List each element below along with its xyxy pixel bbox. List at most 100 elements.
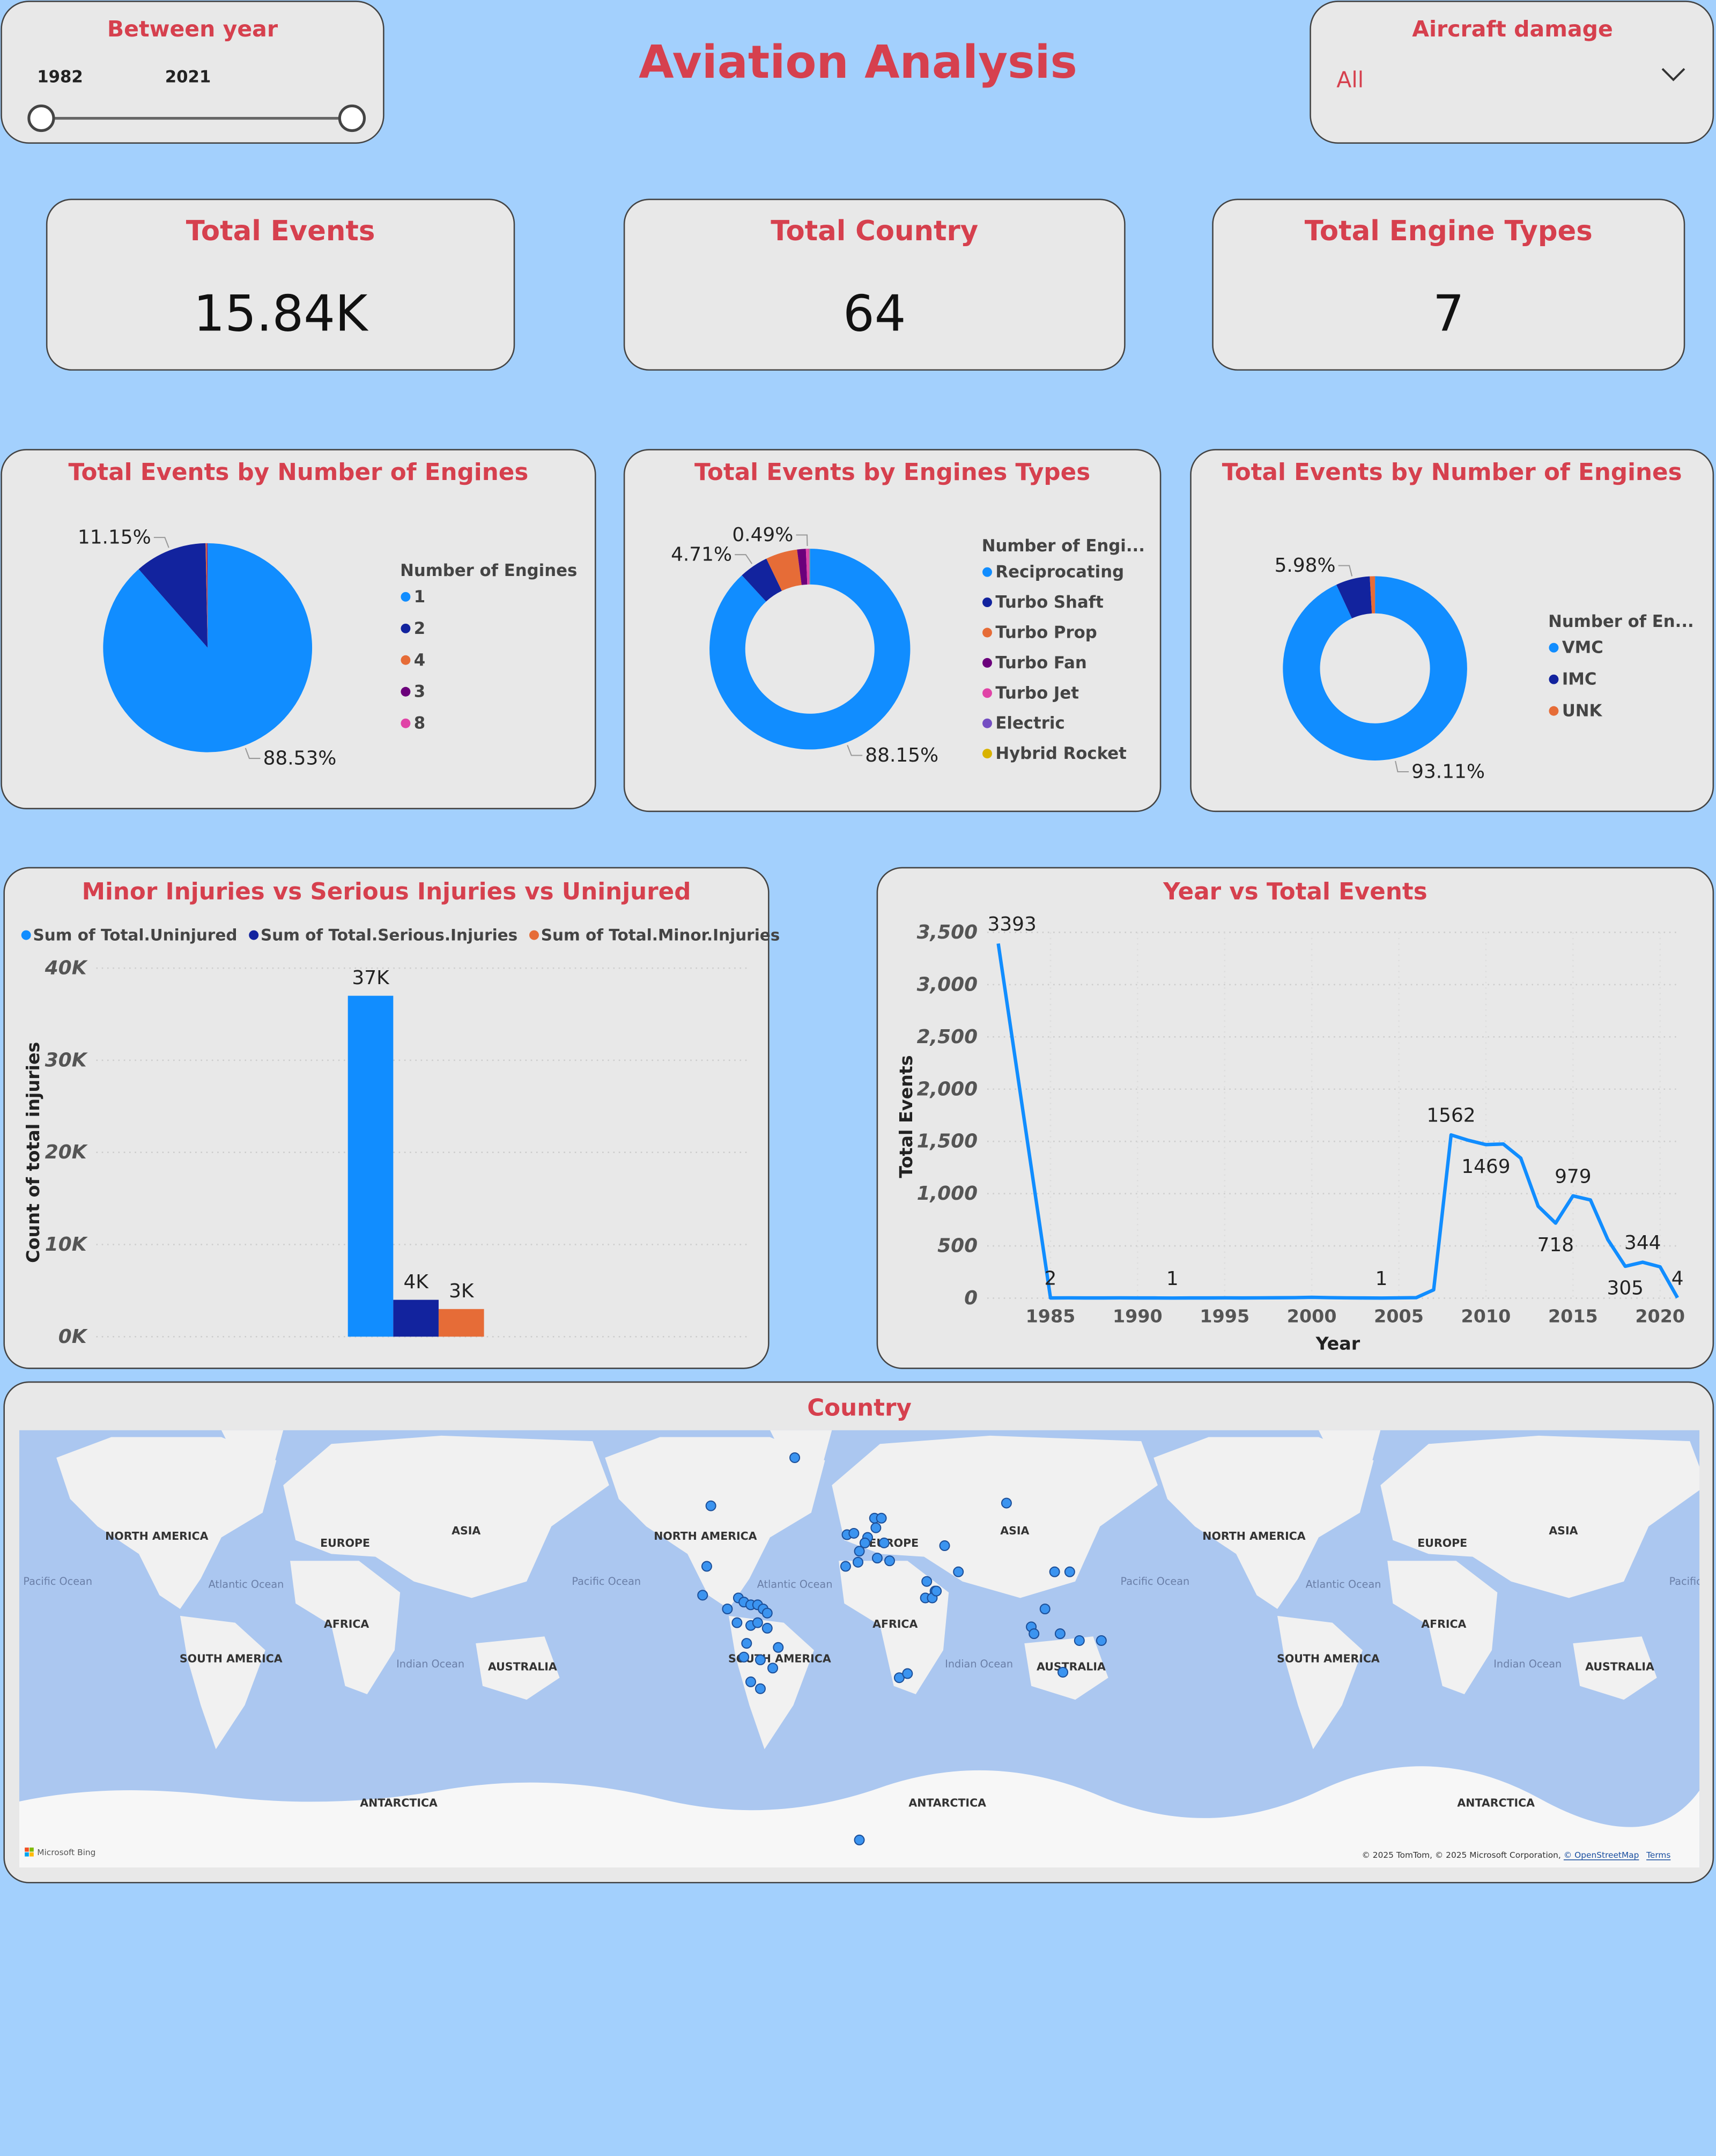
map-point[interactable] (741, 1638, 752, 1649)
y-tick-label: 0 (964, 1287, 978, 1309)
land (1380, 1435, 1700, 1598)
legend-marker (982, 688, 992, 698)
map-point[interactable] (953, 1566, 964, 1577)
map-label: Indian Ocean (396, 1658, 464, 1670)
map-point[interactable] (761, 1607, 773, 1619)
map-point[interactable] (884, 1555, 895, 1567)
leader-line (245, 748, 261, 759)
map-point[interactable] (893, 1672, 905, 1684)
kpi-label: Total Engine Types (1305, 215, 1593, 247)
map-point[interactable] (853, 1556, 863, 1568)
map-point[interactable] (738, 1651, 750, 1663)
map-point[interactable] (1039, 1603, 1051, 1614)
data-label: 344 (1624, 1232, 1661, 1254)
map-terms: Terms (1646, 1850, 1670, 1860)
map-label: NORTH AMERICA (654, 1530, 757, 1542)
map-point[interactable] (701, 1561, 712, 1572)
map-point[interactable] (870, 1522, 882, 1533)
map-point[interactable] (902, 1668, 913, 1679)
bing-logo (25, 1852, 29, 1857)
map-label: AUSTRALIA (488, 1660, 557, 1673)
x-tick-label: 2020 (1635, 1305, 1685, 1326)
map-label: AUSTRALIA (1585, 1660, 1654, 1673)
y-axis-title: Total Events (896, 1055, 916, 1178)
land (283, 1435, 609, 1598)
map-point[interactable] (921, 1576, 933, 1587)
map-point[interactable] (731, 1617, 743, 1628)
land (180, 1615, 265, 1749)
map-label: Pacific Ocean (572, 1575, 641, 1588)
map-point[interactable] (878, 1537, 890, 1548)
chart-title-box: Minor Injuries vs Serious Injuries vs Un… (82, 878, 691, 906)
map-label: ANTARCTICA (1457, 1797, 1535, 1810)
map-point[interactable] (1001, 1497, 1012, 1509)
land (770, 1430, 832, 1474)
legend-label: Electric (995, 714, 1064, 733)
slider-handle[interactable] (338, 104, 366, 132)
map-point[interactable] (939, 1540, 950, 1552)
map-point[interactable] (697, 1590, 708, 1601)
map-point[interactable] (752, 1617, 763, 1628)
legend-marker (982, 597, 992, 608)
map-point[interactable] (1074, 1635, 1085, 1646)
map-label: Indian Ocean (1493, 1658, 1562, 1670)
map-point[interactable] (722, 1603, 733, 1614)
map-point[interactable] (705, 1500, 716, 1511)
legend-label: 1 (414, 587, 425, 607)
y-tick-label: 2,500 (917, 1026, 978, 1048)
map-label: EUROPE (1417, 1537, 1467, 1549)
bing-logo (29, 1852, 34, 1857)
pie-slice (205, 543, 208, 648)
map-point[interactable] (767, 1663, 779, 1674)
x-tick-label: 1990 (1113, 1305, 1163, 1326)
map-point[interactable] (871, 1553, 883, 1564)
land (1318, 1430, 1381, 1474)
map: NORTH AMERICA NORTH AMERICA NORTH AMERICA E… (19, 1430, 1700, 1868)
chart-title: Total Events by Number of Engines (68, 459, 529, 487)
map-point[interactable] (755, 1654, 766, 1665)
map-point[interactable] (789, 1452, 801, 1463)
kpi-value: 64 (843, 285, 906, 343)
chart-title: Total Events by Engines Types (694, 459, 1091, 487)
map-point[interactable] (773, 1642, 784, 1653)
slider-handle[interactable] (27, 104, 55, 132)
map-point[interactable] (745, 1676, 757, 1687)
map-point[interactable] (840, 1561, 851, 1572)
chart-title-box: Total Events by Number of Engines (1222, 459, 1682, 487)
legend-label: Turbo Prop (995, 623, 1097, 642)
map-point[interactable] (931, 1585, 942, 1597)
y-tick-label: 2,000 (917, 1078, 978, 1100)
slicer-title: Aircraft damage (1412, 16, 1613, 42)
chart-title: Total Events by Number of Engines (1222, 459, 1682, 487)
legend-title: Number of Engines (400, 561, 577, 580)
data-label: 1469 (1461, 1156, 1510, 1178)
land (832, 1435, 1158, 1598)
map-point[interactable] (1064, 1566, 1075, 1577)
card (623, 198, 1126, 371)
map-point[interactable] (761, 1622, 773, 1634)
y-tick-label: 30K (45, 1049, 88, 1071)
dropdown[interactable] (1327, 58, 1698, 99)
map-point[interactable] (854, 1834, 865, 1845)
map-label: SOUTH AMERICA (1277, 1652, 1380, 1665)
land (605, 1437, 825, 1609)
kpi-label: Total Country (771, 215, 978, 247)
map-label: ASIA (452, 1524, 480, 1537)
map-point[interactable] (1096, 1635, 1107, 1646)
map-point[interactable] (876, 1512, 887, 1524)
map-point[interactable] (854, 1546, 865, 1557)
map-point[interactable] (1029, 1628, 1040, 1640)
land (290, 1561, 401, 1694)
map-point[interactable] (859, 1537, 870, 1548)
y-tick-label: 0K (58, 1326, 88, 1348)
leader-line (153, 537, 169, 548)
map-point[interactable] (848, 1527, 860, 1539)
map-point[interactable] (755, 1683, 766, 1694)
map-point[interactable] (1049, 1566, 1060, 1577)
map-label: SOUTH AMERICA (180, 1652, 283, 1665)
map-point[interactable] (1057, 1666, 1069, 1678)
legend-title: Number of Engi... (982, 536, 1145, 556)
map-point[interactable] (1054, 1628, 1066, 1640)
legend-marker (1549, 706, 1559, 716)
